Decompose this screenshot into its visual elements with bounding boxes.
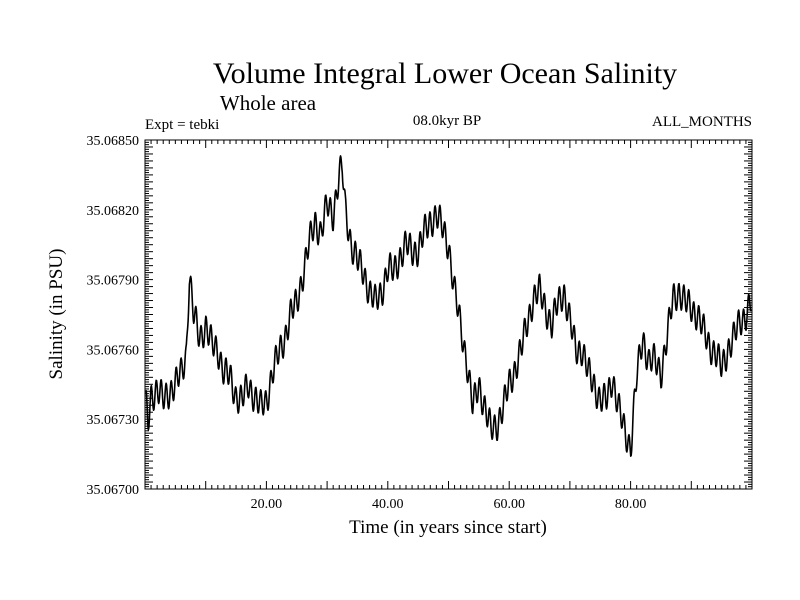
x-axis: 20.00 40.00 60.00 80.00 xyxy=(150,140,747,512)
months-label: ALL_MONTHS xyxy=(652,114,752,130)
y-tick-label: 35.06760 xyxy=(87,343,140,358)
x-tick-label: 40.00 xyxy=(372,497,404,512)
x-tick-label: 80.00 xyxy=(615,497,647,512)
y-axis: 35.06700 35.06730 35.06760 35.06790 35.06820… xyxy=(87,134,752,498)
y-tick-label: 35.06730 xyxy=(87,413,140,428)
experiment-label: Expt = tebki xyxy=(145,117,219,133)
plot-frame xyxy=(144,139,753,490)
x-tick-label: 60.00 xyxy=(493,497,525,512)
x-axis-label: Time (in years since start) xyxy=(349,517,547,538)
y-axis-label: Salinity (in PSU) xyxy=(46,249,67,380)
y-tick-label: 35.06700 xyxy=(87,483,140,498)
chart-subtitle: Whole area xyxy=(220,91,317,115)
y-tick-label: 35.06790 xyxy=(87,274,140,289)
y-tick-label: 35.06850 xyxy=(87,134,140,149)
salinity-series-line xyxy=(145,155,752,457)
period-label: 08.0kyr BP xyxy=(413,113,481,129)
y-tick-label: 35.06820 xyxy=(87,204,140,219)
x-tick-label: 20.00 xyxy=(251,497,283,512)
chart-title: Volume Integral Lower Ocean Salinity xyxy=(213,57,677,90)
